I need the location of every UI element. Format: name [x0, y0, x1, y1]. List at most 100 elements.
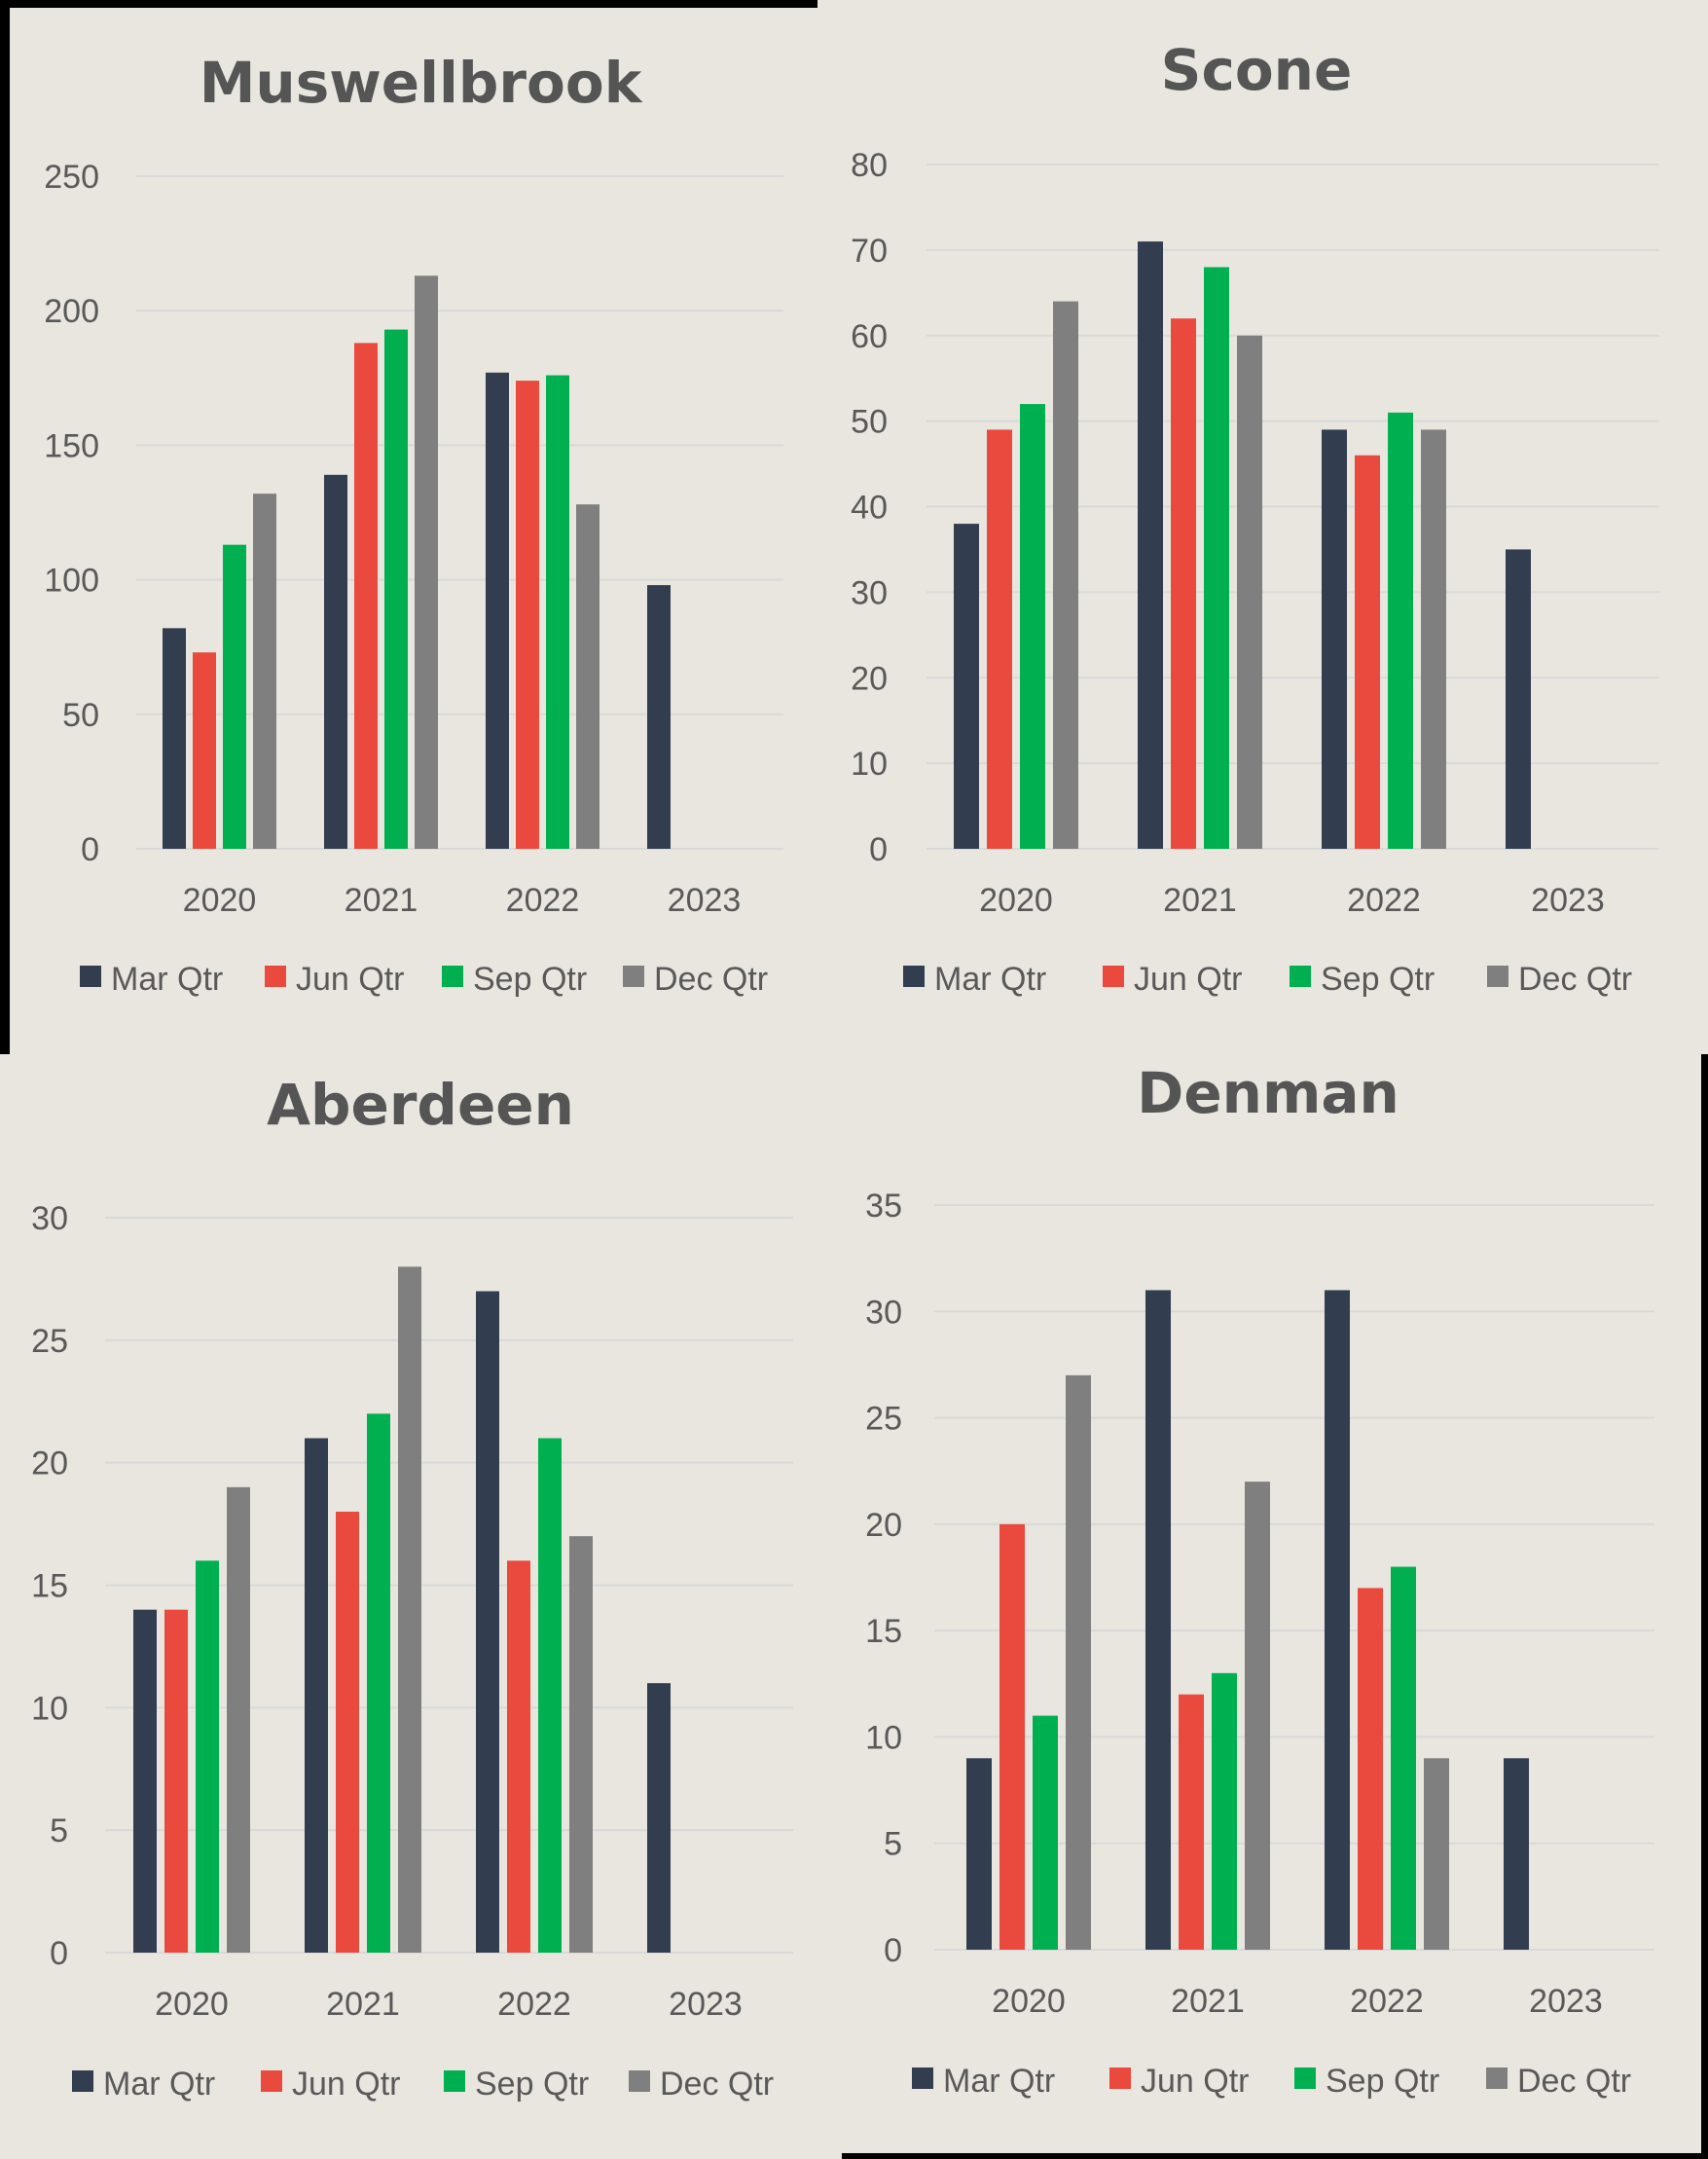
legend-swatch [261, 2070, 282, 2092]
y-tick-label: 0 [50, 1935, 68, 1972]
legend-label: Sep Qtr [475, 2066, 589, 2103]
legend-swatch [629, 2070, 650, 2092]
bar-sep-qtr [367, 1413, 390, 1953]
y-tick-label: 15 [865, 1613, 902, 1650]
bar-dec-qtr [398, 1266, 421, 1953]
legend-swatch [1109, 2068, 1131, 2089]
chart-svg: Aberdeen 0 5 10 15 20 25 30 2020 2021 2022 2023 Mar … [31, 1072, 793, 2103]
bar-dec-qtr [1245, 1482, 1270, 1950]
bar-jun-qtr [193, 652, 216, 849]
bar-mar-qtr [1145, 1290, 1171, 1950]
bar-dec-qtr [1237, 335, 1262, 849]
legend-label: Mar Qtr [943, 2063, 1055, 2100]
bar-sep-qtr [1020, 404, 1045, 849]
legend-label: Dec Qtr [660, 2066, 774, 2103]
x-category-label: 2020 [155, 1986, 229, 2023]
legend-swatch [72, 2070, 93, 2092]
legend-swatch [1294, 2068, 1316, 2089]
bar-jun-qtr [507, 1560, 530, 1953]
y-tick-label: 25 [865, 1401, 902, 1438]
bar-jun-qtr [999, 1523, 1025, 1950]
y-tick-label: 30 [851, 574, 888, 611]
legend-swatch [1486, 2068, 1508, 2089]
y-tick-label: 250 [44, 159, 99, 196]
x-category-label: 2020 [979, 882, 1053, 919]
frame-bottom-border [842, 2153, 1708, 2159]
y-tick-label: 50 [62, 697, 99, 734]
legend-swatch [903, 966, 925, 987]
legend-label: Sep Qtr [1321, 961, 1435, 998]
y-tick-label: 15 [31, 1568, 68, 1605]
x-category-label: 2023 [669, 1986, 743, 2023]
frame-right-border [1701, 1054, 1708, 2159]
x-category-label: 2022 [506, 882, 580, 919]
x-category-label: 2020 [992, 1983, 1066, 2020]
y-tick-label: 100 [44, 563, 99, 600]
legend-label: Jun Qtr [296, 961, 404, 998]
x-category-label: 2021 [345, 882, 418, 919]
bar-mar-qtr [163, 628, 186, 849]
bar-mar-qtr [647, 1683, 671, 1953]
bar-jun-qtr [1171, 318, 1196, 849]
bar-mar-qtr [324, 474, 347, 849]
legend-label: Jun Qtr [292, 2066, 400, 2103]
chart-panel-scone: Scone 0 10 20 30 40 50 60 70 80 2020 2021 2022 2023 Ma… [818, 0, 1708, 1054]
legend-swatch [442, 966, 463, 987]
bar-jun-qtr [987, 429, 1012, 849]
bar-jun-qtr [164, 1609, 188, 1953]
bar-sep-qtr [223, 544, 246, 849]
legend-label: Mar Qtr [111, 961, 223, 998]
bar-dec-qtr [1421, 429, 1446, 849]
x-category-label: 2022 [1347, 882, 1421, 919]
bar-mar-qtr [966, 1758, 992, 1950]
y-tick-label: 0 [884, 1932, 902, 1969]
legend-swatch [912, 2068, 933, 2089]
chart-title: Muswellbrook [200, 50, 643, 116]
bar-jun-qtr [336, 1512, 359, 1953]
bar-sep-qtr [1212, 1672, 1237, 1950]
bar-dec-qtr [227, 1486, 250, 1953]
x-category-label: 2022 [1350, 1983, 1424, 2020]
y-tick-label: 5 [884, 1826, 902, 1863]
bar-dec-qtr [253, 494, 276, 849]
bar-mar-qtr [954, 524, 979, 849]
bar-dec-qtr [1424, 1758, 1449, 1950]
x-category-label: 2021 [326, 1986, 400, 2023]
x-category-label: 2023 [1531, 882, 1605, 919]
y-tick-label: 35 [865, 1188, 902, 1225]
x-category-label: 2023 [668, 882, 742, 919]
bar-jun-qtr [1355, 455, 1380, 849]
bar-sep-qtr [1388, 412, 1413, 849]
y-tick-label: 40 [851, 490, 888, 527]
chart-svg: Muswellbrook 0 50 100 150 200 250 2020 2021 2022 2… [44, 50, 783, 998]
y-tick-label: 0 [869, 831, 888, 868]
bar-mar-qtr [1506, 549, 1531, 849]
chart-svg: Scone 0 10 20 30 40 50 60 70 80 2020 2021 2022 2023 Ma… [851, 37, 1659, 998]
legend-swatch [623, 966, 644, 987]
bar-jun-qtr [354, 343, 378, 849]
legend-label: Mar Qtr [103, 2066, 215, 2103]
bar-sep-qtr [1391, 1566, 1416, 1950]
x-category-label: 2021 [1163, 882, 1237, 919]
chart-panel-denman: Denman 0 5 10 15 20 25 30 35 2020 2021 2022 2023 Mar … [842, 1054, 1708, 2159]
bar-jun-qtr [516, 381, 539, 849]
y-tick-label: 0 [81, 831, 99, 868]
bar-mar-qtr [486, 372, 509, 849]
bar-sep-qtr [546, 375, 569, 849]
bar-sep-qtr [538, 1438, 562, 1953]
legend-label: Dec Qtr [654, 961, 768, 998]
frame-left-border [0, 0, 10, 1054]
y-tick-label: 30 [865, 1294, 902, 1331]
frame-top-border [0, 0, 818, 8]
chart-svg: Denman 0 5 10 15 20 25 30 35 2020 2021 2022 2023 Mar … [865, 1060, 1654, 2100]
x-category-label: 2021 [1171, 1983, 1245, 2020]
bar-dec-qtr [1053, 301, 1078, 850]
bar-sep-qtr [196, 1560, 219, 1953]
legend-label: Sep Qtr [473, 961, 587, 998]
bar-dec-qtr [415, 275, 438, 849]
bar-dec-qtr [569, 1536, 593, 1953]
chart-title: Aberdeen [267, 1072, 574, 1138]
legend-label: Dec Qtr [1517, 2063, 1631, 2100]
legend-swatch [1103, 966, 1124, 987]
bar-sep-qtr [384, 329, 408, 850]
